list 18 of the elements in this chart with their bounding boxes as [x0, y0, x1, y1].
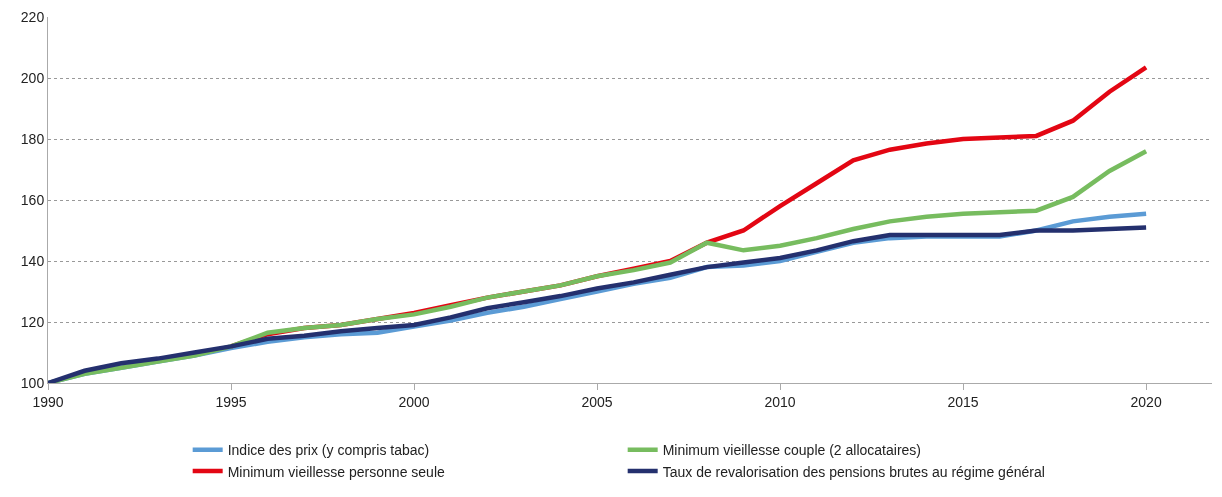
y-tick-label: 180: [20, 130, 45, 147]
y-tick-label: 140: [20, 252, 45, 269]
x-tick-label: 2010: [764, 393, 796, 410]
legend-label: Indice des prix (y compris tabac): [227, 442, 430, 459]
y-tick-label: 120: [20, 313, 45, 330]
x-tick-label: 1995: [215, 393, 247, 410]
x-tick-label: 2000: [398, 393, 430, 410]
y-tick-label: 160: [20, 191, 45, 208]
x-tick-label: 1990: [32, 393, 64, 410]
x-tick-label: 2015: [947, 393, 979, 410]
y-tick-label: 100: [20, 374, 45, 391]
legend-label: Taux de revalorisation des pensions brutes au régime général: [662, 463, 1045, 480]
x-tick-label: 2005: [581, 393, 613, 410]
y-tick-label: 220: [20, 8, 45, 25]
legend-label: Minimum vieillesse couple (2 allocataires): [662, 442, 922, 459]
legend-label: Minimum vieillesse personne seule: [227, 463, 445, 480]
x-tick-label: 2020: [1130, 393, 1162, 410]
y-tick-label: 200: [20, 69, 45, 86]
